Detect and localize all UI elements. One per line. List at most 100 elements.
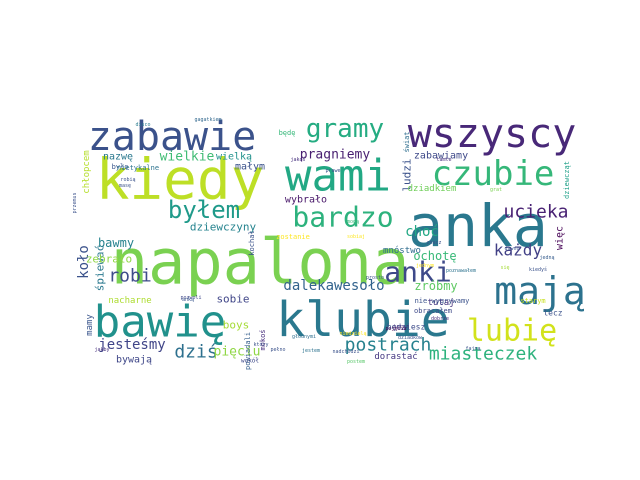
- cloud-word: gagatkiem: [194, 117, 221, 123]
- cloud-word: dziś: [174, 342, 217, 363]
- cloud-word: byłem: [168, 196, 240, 224]
- cloud-word: dobrze: [431, 316, 449, 322]
- cloud-word: który: [253, 341, 268, 348]
- cloud-word: mają: [494, 269, 586, 313]
- cloud-word: więc: [555, 226, 566, 250]
- cloud-word: lubię: [467, 314, 557, 349]
- cloud-word: powiadali: [244, 332, 252, 370]
- cloud-word: klubie: [276, 292, 449, 348]
- cloud-word: bawmy: [98, 236, 134, 250]
- cloud-word: napalona: [111, 226, 410, 299]
- cloud-word: wielkie: [160, 150, 215, 165]
- cloud-word: pełno: [270, 347, 285, 353]
- cloud-word: zróbmy: [414, 279, 457, 293]
- cloud-word: nietykalne: [117, 164, 159, 172]
- cloud-word: lecz: [543, 309, 562, 318]
- cloud-word: anka: [408, 192, 548, 260]
- cloud-word: wokół: [241, 358, 259, 365]
- cloud-word: śpiewać: [94, 245, 107, 291]
- cloud-word: będę: [279, 129, 296, 137]
- cloud-word: jestem: [302, 348, 320, 354]
- cloud-word: mnóstwo: [383, 245, 421, 256]
- cloud-word: głodnymi: [292, 334, 316, 340]
- cloud-word: jakoś: [290, 156, 305, 163]
- cloud-word: wami: [285, 151, 391, 202]
- cloud-word: jakby: [94, 347, 109, 353]
- cloud-word: choć: [405, 224, 439, 240]
- cloud-word: robią: [120, 177, 135, 183]
- cloud-word: bawię: [94, 297, 226, 348]
- cloud-word: się: [500, 265, 509, 271]
- cloud-word: mokoś: [259, 329, 267, 350]
- cloud-word: dziewcząt: [563, 161, 571, 199]
- cloud-word: prawe: [325, 168, 340, 174]
- cloud-word: postem: [347, 359, 365, 365]
- cloud-word: miasteczek: [429, 344, 538, 365]
- cloud-word: ucieka: [503, 202, 568, 223]
- cloud-word: kochał: [248, 230, 256, 255]
- cloud-word: zabawiamy: [414, 151, 468, 162]
- cloud-word: nacharne: [108, 296, 151, 306]
- cloud-word: pragniemy: [300, 148, 371, 163]
- cloud-word: dalekawesoło: [283, 278, 384, 294]
- cloud-word: tutaj: [427, 298, 454, 308]
- cloud-word: koło: [76, 245, 92, 279]
- cloud-word: grat: [490, 187, 502, 193]
- cloud-word: niedzielą: [339, 331, 366, 337]
- cloud-word: ochotę: [413, 249, 456, 263]
- cloud-word: zostanie: [276, 233, 310, 241]
- cloud-word: chłopcem: [82, 150, 92, 193]
- cloud-word: będziesz: [387, 323, 426, 332]
- cloud-word: robi: [108, 266, 151, 287]
- cloud-word: wszyscy: [408, 111, 577, 157]
- cloud-word: kiedy: [96, 148, 265, 213]
- cloud-word: dorastać: [374, 351, 417, 362]
- cloud-word: było: [112, 163, 129, 171]
- cloud-word: nadchodzi: [332, 349, 359, 355]
- cloud-word: dziadków: [398, 334, 423, 341]
- cloud-word: boys: [223, 319, 250, 332]
- cloud-word: jesteśmy: [98, 337, 165, 353]
- cloud-word: starym: [520, 297, 545, 305]
- cloud-word: dawno: [504, 246, 519, 252]
- cloud-word: wybrało: [285, 195, 327, 206]
- cloud-word: teraz: [393, 324, 408, 330]
- cloud-word: jednym: [416, 263, 434, 269]
- cloud-word: pozwoli: [180, 295, 201, 301]
- cloud-word: mogą: [347, 219, 359, 225]
- cloud-word: bywają: [116, 355, 152, 366]
- cloud-word: przemus: [72, 192, 78, 213]
- cloud-word: zabawie: [88, 114, 257, 160]
- cloud-word: wielką: [216, 152, 252, 163]
- cloud-word: małym: [235, 162, 265, 173]
- cloud-word: świat: [403, 131, 411, 152]
- cloud-word: pięciu: [214, 345, 261, 360]
- cloud-word: fajna: [465, 346, 480, 352]
- cloud-word: postrach: [345, 335, 432, 356]
- cloud-word: jedną: [539, 255, 554, 261]
- cloud-word: każdy: [494, 241, 543, 260]
- cloud-word: dziewczyny: [190, 221, 257, 234]
- cloud-word: masę: [119, 183, 131, 189]
- cloud-word: sobiaj: [347, 234, 365, 240]
- cloud-word: nie wygrywamy: [415, 297, 470, 305]
- cloud-word: mamy: [85, 314, 95, 336]
- cloud-word: bardzo: [292, 201, 393, 234]
- cloud-word: tamte: [436, 157, 451, 163]
- cloud-word: pojęcia: [385, 326, 406, 332]
- cloud-word: anki: [384, 256, 451, 289]
- cloud-word: czubie: [432, 154, 555, 194]
- cloud-word: nazwę: [103, 152, 133, 163]
- cloud-word: zebrało: [86, 253, 132, 266]
- cloud-word: obracałem: [414, 307, 452, 315]
- cloud-word: ludzi: [401, 158, 414, 191]
- cloud-word: prosto: [366, 275, 384, 281]
- cloud-word: kiedyś: [529, 266, 547, 273]
- cloud-word: anką: [182, 297, 194, 303]
- cloud-word: sobie: [216, 293, 249, 306]
- cloud-word: dziadkiem: [408, 184, 457, 194]
- cloud-word: znacz: [426, 240, 441, 246]
- cloud-word: poznawałem: [446, 268, 476, 274]
- cloud-word: disco: [135, 122, 150, 128]
